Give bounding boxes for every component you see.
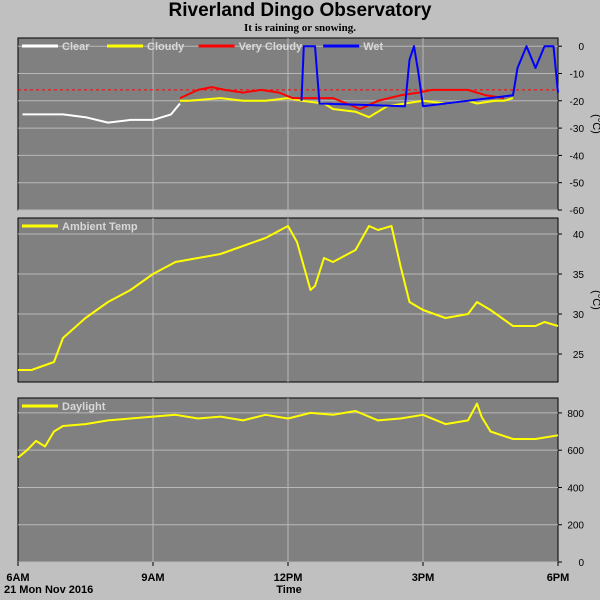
y-axis-label: (°C) [590,114,600,134]
y-tick-label: -50 [570,179,585,190]
legend-label-cloudy: Cloudy [147,41,185,53]
x-tick-label: 9AM [141,572,164,584]
chart-subtitle: It is raining or snowing. [244,22,356,34]
y-tick-label: 200 [567,521,584,532]
y-tick-label: -60 [570,206,585,217]
legend-label-very-cloudy: Very Cloudy [239,41,303,53]
x-axis-title: Time [276,584,302,596]
x-tick-label: 3PM [412,572,435,584]
y-tick-label: 25 [573,350,585,361]
x-tick-label: 6PM [547,572,570,584]
chart-title: Riverland Dingo Observatory [168,0,432,21]
date-label: 21 Mon Nov 2016 [4,584,94,596]
legend-label-clear: Clear [62,41,90,53]
series-line-clear [22,102,181,124]
legend-label-wet: Wet [363,41,383,53]
y-tick-label: 30 [573,310,585,321]
y-tick-label: -10 [570,69,585,80]
y-tick-label: 0 [578,42,584,53]
y-tick-label: -20 [570,97,585,108]
x-tick-label: 12PM [274,572,303,584]
y-tick-label: -40 [570,151,585,162]
series-line-wet [300,45,559,108]
y-axis-label: (°C) [590,290,600,310]
y-tick-label: 0 [578,558,584,569]
series-line-cloudy [180,97,514,119]
y-tick-label: -30 [570,124,585,135]
y-tick-label: 800 [567,409,584,420]
y-tick-label: 35 [573,270,585,281]
y-tick-label: 40 [573,230,585,241]
legend-label-ambient-temp: Ambient Temp [62,221,138,233]
y-tick-label: 400 [567,483,584,494]
x-tick-label: 6AM [6,572,29,584]
legend-label-daylight: Daylight [62,401,106,413]
y-tick-label: 600 [567,446,584,457]
series-line-ambient-temp [18,225,559,371]
series-line-daylight [17,402,559,459]
